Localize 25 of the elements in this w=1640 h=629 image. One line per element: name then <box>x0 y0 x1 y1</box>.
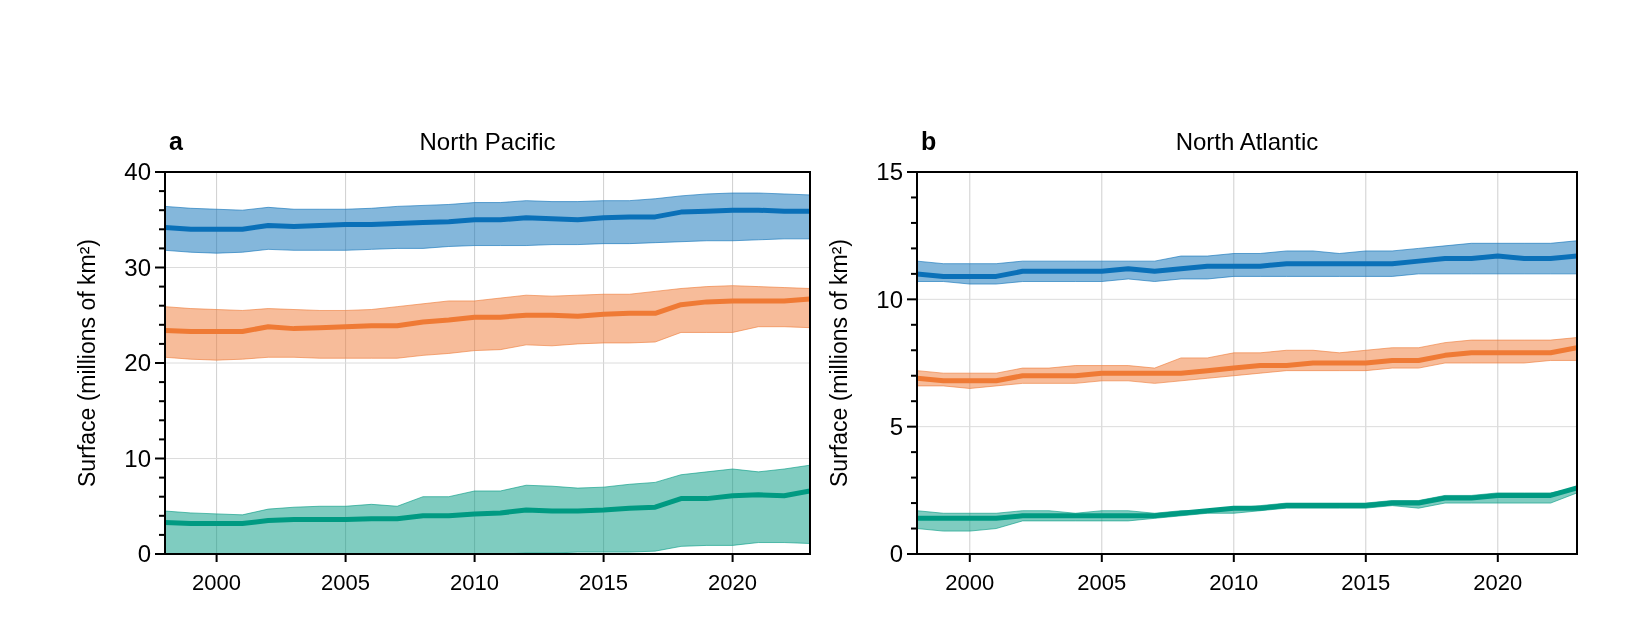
x-tick-label: 2000 <box>192 570 242 595</box>
x-tick-label: 2010 <box>450 570 500 595</box>
y-tick-label: 10 <box>876 285 903 313</box>
y-axis-title: Surface (millions of km²) <box>74 239 100 487</box>
x-tick-label: 2005 <box>1077 570 1127 595</box>
y-tick-label: 30 <box>124 253 151 281</box>
text: a <box>169 127 184 155</box>
text: b <box>921 127 937 155</box>
y-tick-label: 0 <box>889 540 903 568</box>
y-tick-label: 40 <box>124 158 151 186</box>
chart-title: North Pacific <box>419 128 556 155</box>
chart-title: North Atlantic <box>1175 128 1319 155</box>
x-tick-label: 2005 <box>321 570 371 595</box>
x-tick-label: 2000 <box>945 570 995 595</box>
y-tick-label: 10 <box>124 444 151 472</box>
x-tick-label: 2010 <box>1209 570 1259 595</box>
y-tick-label: 15 <box>876 158 903 186</box>
x-tick-label: 2015 <box>579 570 629 595</box>
x-tick-label: 2015 <box>1341 570 1391 595</box>
y-tick-label: 5 <box>889 413 903 441</box>
y-tick-label: 20 <box>124 349 151 377</box>
x-tick-label: 2020 <box>708 570 758 595</box>
y-tick-label: 0 <box>137 540 151 568</box>
y-axis-title: Surface (millions of km²) <box>826 239 852 487</box>
x-tick-label: 2020 <box>1473 570 1523 595</box>
